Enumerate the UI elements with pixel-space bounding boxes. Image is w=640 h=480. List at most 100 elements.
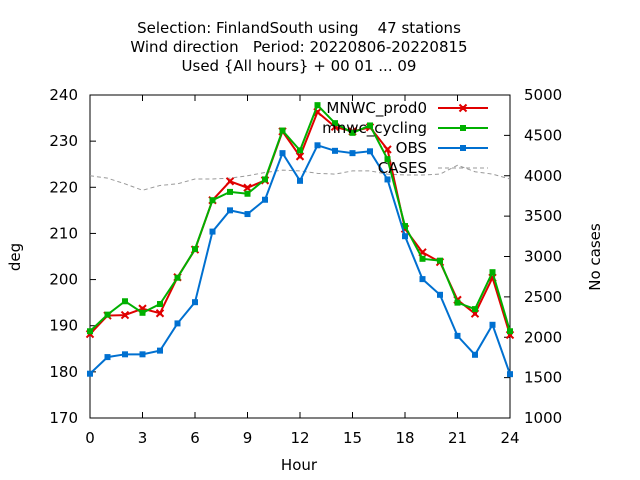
data-point-marker [155, 309, 165, 318]
data-point-marker [332, 120, 338, 127]
data-point-marker [402, 233, 408, 240]
series-line [89, 110, 511, 336]
data-point-marker [243, 183, 252, 192]
data-point-marker [314, 102, 321, 109]
data-point-marker [437, 291, 443, 298]
data-point-marker [489, 321, 496, 328]
data-point-marker [174, 320, 181, 327]
data-point-marker [460, 145, 466, 151]
y2-tick-label: 2500 [524, 288, 562, 306]
y-tick-label: 180 [49, 363, 78, 381]
data-point-marker [209, 228, 216, 235]
data-point-marker [297, 177, 303, 184]
data-point-center [140, 306, 145, 311]
series-line [89, 164, 511, 191]
data-point-marker [122, 351, 128, 358]
data-point-center [490, 275, 495, 280]
chart-title-line-1: Selection: FinlandSouth using 47 station… [137, 19, 461, 37]
series-MNWC_prod0 [85, 107, 515, 340]
y2-tick-label: 3000 [524, 248, 562, 266]
data-point-marker [227, 207, 233, 214]
data-point-marker [349, 129, 356, 136]
series-CASES [89, 164, 511, 191]
y2-tick-label: 5000 [524, 86, 562, 104]
data-point-marker [139, 309, 146, 316]
chart-title-block: Selection: FinlandSouth using 47 station… [130, 19, 467, 75]
y2-tick-label: 2000 [524, 328, 562, 346]
data-point-marker [225, 177, 235, 186]
data-point-marker [192, 246, 198, 253]
x-tick-label: 24 [500, 429, 519, 447]
y-tick-label: 200 [49, 271, 78, 289]
data-point-marker [227, 188, 233, 195]
axes-group: 0 3 6 9 12 15 18 21 24 170 180 190 200 210 220 230 240 10… [49, 86, 562, 447]
data-point-marker [262, 176, 268, 183]
series-mnwc_cycling [87, 102, 513, 335]
y-tick-label: 210 [49, 224, 78, 242]
data-point-center [333, 124, 337, 129]
data-point-marker [209, 197, 216, 204]
data-point-marker [122, 298, 128, 305]
data-point-marker [297, 147, 303, 154]
x-axis-label: Hour [281, 456, 318, 474]
y-tick-label: 230 [49, 132, 78, 150]
legend-label: CASES [378, 159, 427, 177]
data-point-marker [383, 145, 392, 154]
legend-label: OBS [396, 139, 427, 157]
data-point-marker [472, 306, 478, 313]
data-point-marker [437, 257, 443, 264]
data-point-marker [104, 354, 111, 361]
data-point-center [508, 332, 512, 337]
data-point-marker [419, 255, 426, 262]
data-point-center [158, 311, 162, 316]
data-point-marker [139, 351, 146, 358]
data-point-marker [472, 351, 478, 358]
data-point-marker [192, 299, 198, 306]
data-point-marker [262, 196, 268, 203]
data-point-marker [120, 310, 130, 320]
data-point-marker [332, 147, 338, 154]
data-point-marker [402, 223, 408, 230]
data-point-marker [104, 311, 111, 318]
data-point-marker [349, 150, 356, 157]
data-point-marker [367, 148, 373, 155]
data-point-marker [454, 332, 461, 339]
data-point-marker [384, 176, 391, 183]
legend-label: MNWC_prod0 [326, 99, 427, 118]
data-point-marker [279, 127, 286, 134]
x-tick-label: 3 [138, 429, 148, 447]
series-OBS [87, 142, 513, 378]
data-point-marker [458, 103, 468, 113]
x-tick-label: 15 [343, 429, 362, 447]
y2-tick-label: 4500 [524, 126, 562, 144]
chart-title-line-2: Wind direction Period: 20220806-20220815 [130, 38, 467, 56]
y-tick-label: 240 [49, 86, 78, 104]
data-point-marker [279, 150, 286, 157]
y-tick-label: 220 [49, 178, 78, 196]
data-point-marker [489, 269, 496, 276]
data-point-marker [244, 211, 251, 218]
data-point-marker [384, 156, 391, 163]
x-tick-label: 0 [85, 429, 95, 447]
data-point-marker [507, 328, 513, 335]
data-point-marker [174, 274, 181, 281]
legend-label: mnwc_cycling [322, 119, 427, 138]
data-point-marker [314, 142, 321, 149]
data-point-marker [460, 125, 466, 131]
data-point-center [420, 250, 425, 255]
data-point-marker [87, 328, 93, 335]
plot-frame [89, 94, 511, 419]
data-point-center [245, 185, 250, 190]
y2-tick-label: 4000 [524, 167, 562, 185]
data-point-marker [295, 152, 305, 161]
data-point-center [461, 106, 465, 110]
data-point-marker [454, 299, 461, 306]
data-point-marker [419, 276, 426, 283]
chart-title-line-3: Used {All hours} + 00 01 ... 09 [182, 57, 417, 75]
series-group [85, 102, 515, 378]
data-point-marker [87, 370, 93, 377]
x-tick-label: 21 [448, 429, 467, 447]
data-point-center [228, 179, 232, 184]
